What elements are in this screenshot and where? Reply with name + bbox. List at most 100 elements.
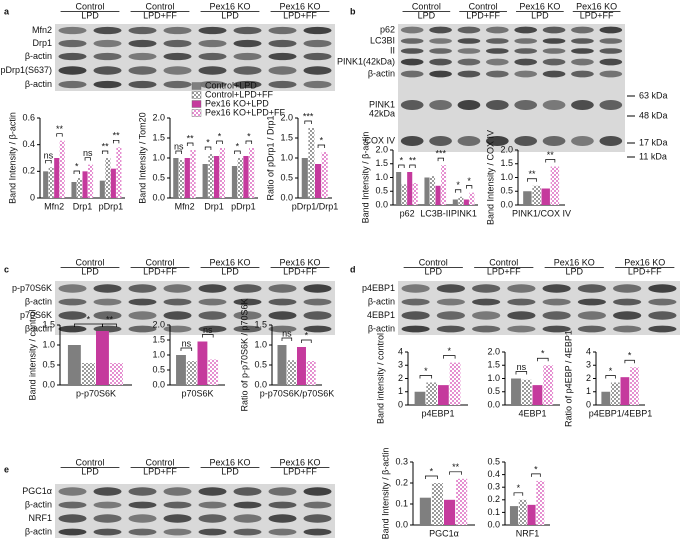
group-header: Pex16 KO bbox=[576, 1, 617, 11]
significance-label: ** bbox=[409, 155, 417, 165]
group-header: LPD bbox=[221, 266, 239, 276]
bar bbox=[59, 140, 65, 198]
blot-band bbox=[542, 136, 566, 146]
bar bbox=[401, 184, 407, 205]
bar bbox=[511, 378, 521, 405]
blot-band bbox=[429, 38, 452, 44]
group-header: Control bbox=[75, 257, 104, 267]
blot-band bbox=[163, 284, 192, 293]
blot-band bbox=[198, 487, 227, 496]
group-header: LPD bbox=[81, 266, 99, 276]
blot-band bbox=[198, 80, 227, 89]
y-tick-label: 1.0 bbox=[500, 172, 513, 182]
blot-band bbox=[648, 298, 677, 306]
significance-bracket bbox=[419, 375, 433, 379]
significance-label: ** bbox=[547, 150, 555, 160]
group-header: LPD bbox=[81, 466, 99, 476]
significance-bracket bbox=[443, 355, 456, 359]
blot-band bbox=[303, 66, 332, 75]
significance-bracket bbox=[449, 471, 463, 475]
significance-bracket bbox=[102, 323, 117, 327]
blot-band bbox=[268, 284, 297, 293]
blot-strip bbox=[398, 68, 625, 80]
blot-band bbox=[93, 26, 122, 35]
bar bbox=[96, 331, 109, 385]
blot-label: PINK1 bbox=[369, 99, 395, 109]
y-tick-label: 0.0 bbox=[395, 519, 408, 529]
significance-label: ns bbox=[83, 148, 93, 158]
blot-band bbox=[233, 39, 262, 48]
blot-band bbox=[198, 52, 227, 61]
blot-label: β-actin bbox=[25, 499, 52, 509]
y-axis-label: Band intensity / control bbox=[375, 333, 385, 424]
blot-band bbox=[163, 311, 192, 320]
significance-bracket bbox=[437, 157, 444, 162]
y-tick-label: 2 bbox=[586, 373, 591, 383]
blot-band bbox=[613, 284, 642, 293]
blot-band bbox=[128, 66, 157, 75]
bar bbox=[71, 182, 77, 198]
blot-label: LC3BI bbox=[370, 35, 395, 45]
x-tick-label: pDrp1 bbox=[99, 201, 124, 211]
significance-bracket bbox=[84, 157, 91, 161]
blot-band bbox=[400, 48, 424, 54]
marker-label: 11 kDa bbox=[639, 151, 667, 161]
blot-band bbox=[507, 298, 536, 306]
blot-band bbox=[457, 136, 481, 146]
blot-band bbox=[198, 26, 227, 35]
blot-band bbox=[485, 58, 509, 66]
blot-label: Mfn2 bbox=[32, 25, 52, 35]
blot-band bbox=[58, 514, 87, 523]
legend-label: Pex16 KO+LPD bbox=[205, 98, 269, 108]
blot-strip bbox=[398, 56, 625, 68]
blot-band bbox=[599, 100, 623, 110]
significance-label: * bbox=[87, 314, 91, 324]
bar bbox=[441, 165, 447, 205]
bar bbox=[536, 480, 545, 525]
marker-label: 17 kDa bbox=[639, 137, 668, 147]
group-header: Control bbox=[75, 1, 104, 11]
y-tick-label: 2.0 bbox=[500, 144, 513, 154]
x-tick-label: p-p70S6K bbox=[76, 388, 116, 398]
bar bbox=[412, 183, 418, 205]
y-tick-label: 1.5 bbox=[254, 319, 267, 329]
blot-band bbox=[128, 284, 157, 293]
bar bbox=[419, 497, 431, 525]
y-tick-label: 0.0 bbox=[500, 199, 513, 209]
blot-band bbox=[268, 514, 297, 523]
y-tick-label: 2 bbox=[398, 373, 403, 383]
bar bbox=[287, 360, 297, 385]
bar bbox=[456, 478, 468, 525]
y-axis-label: Band Intensity / β-actin bbox=[7, 112, 17, 204]
blot-band bbox=[429, 58, 452, 66]
group-header: Control bbox=[145, 1, 174, 11]
bar bbox=[449, 362, 461, 405]
blot-band bbox=[485, 48, 509, 54]
bar bbox=[424, 177, 430, 205]
y-tick-label: 0.2 bbox=[22, 166, 35, 176]
blot-band bbox=[93, 284, 122, 293]
blot-band bbox=[436, 311, 465, 320]
y-tick-label: 0.2 bbox=[487, 494, 500, 504]
significance-label: * bbox=[447, 346, 451, 356]
blot-label: β-actin bbox=[368, 323, 395, 333]
x-tick-label: Mfn2 bbox=[175, 201, 195, 211]
y-axis-label: Ratio of p4EBP / 4EBP1 bbox=[563, 330, 573, 427]
blot-band bbox=[198, 311, 227, 320]
y-tick-label: 0.0 bbox=[254, 379, 267, 389]
blot-band bbox=[514, 38, 538, 44]
bar bbox=[82, 171, 88, 198]
blot-strip bbox=[398, 308, 680, 323]
group-header: LPD bbox=[424, 266, 442, 276]
blot-band bbox=[233, 311, 262, 320]
blot-band bbox=[472, 325, 501, 333]
blot-strip bbox=[55, 323, 335, 335]
y-tick-label: 0.4 bbox=[487, 469, 500, 479]
blot-band bbox=[577, 311, 606, 320]
marker-label: 48 kDa bbox=[639, 110, 668, 120]
significance-label: * bbox=[628, 351, 632, 361]
y-tick-label: 3 bbox=[398, 360, 403, 370]
bar bbox=[231, 166, 238, 198]
panel-letter: c bbox=[4, 264, 9, 274]
bar bbox=[509, 506, 519, 525]
